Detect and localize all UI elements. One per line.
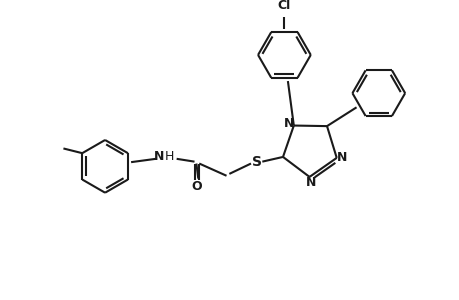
Text: N: N xyxy=(154,150,164,164)
Text: N: N xyxy=(336,152,347,164)
Text: Cl: Cl xyxy=(277,0,291,11)
Text: N: N xyxy=(306,176,316,189)
Text: H: H xyxy=(164,150,174,164)
Text: N: N xyxy=(283,117,294,130)
Text: O: O xyxy=(191,180,202,193)
Text: S: S xyxy=(251,154,261,169)
